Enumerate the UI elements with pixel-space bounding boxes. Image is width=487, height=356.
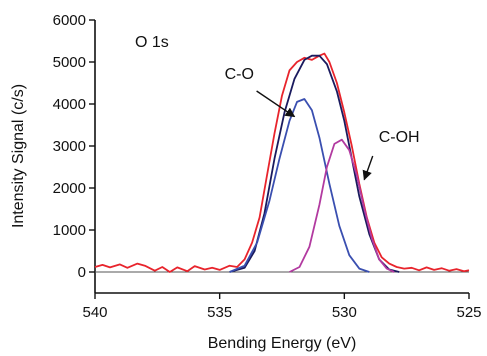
x-tick-label: 530 xyxy=(332,304,357,321)
y-tick-label: 1000 xyxy=(53,222,86,239)
series-line-3 xyxy=(289,138,395,273)
panel-label: O 1s xyxy=(135,34,169,51)
annotation-arrow xyxy=(362,155,374,181)
y-tick-label: 4000 xyxy=(53,96,86,113)
x-tick-label: 525 xyxy=(456,304,481,321)
x-axis-title: Bending Energy (eV) xyxy=(208,335,357,352)
series-line-1 xyxy=(229,54,400,273)
x-tick-label: 535 xyxy=(207,304,232,321)
annotation-label: C-OH xyxy=(379,129,420,146)
y-tick-label: 3000 xyxy=(53,138,86,155)
annotation-label: C-O xyxy=(225,66,254,83)
series-line-0 xyxy=(94,52,470,273)
y-tick-label: 0 xyxy=(78,264,86,281)
y-tick-label: 6000 xyxy=(53,12,86,29)
series-line-2 xyxy=(229,98,370,273)
y-axis-title: Intensity Signal (c/s) xyxy=(10,84,27,228)
y-tick-label: 5000 xyxy=(53,54,86,71)
y-tick-label: 2000 xyxy=(53,180,86,197)
x-tick-label: 540 xyxy=(82,304,107,321)
annotation-arrow xyxy=(256,90,296,118)
